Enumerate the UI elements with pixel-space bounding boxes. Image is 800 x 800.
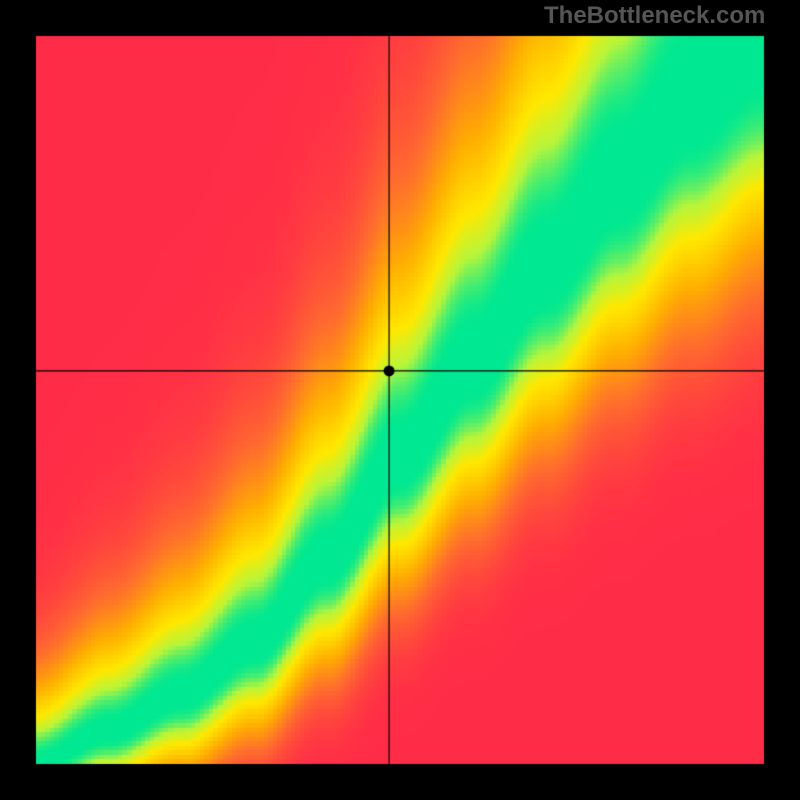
watermark-text: TheBottleneck.com: [544, 2, 765, 30]
crosshair-overlay: [0, 0, 800, 800]
chart-container: TheBottleneck.com: [0, 0, 800, 800]
